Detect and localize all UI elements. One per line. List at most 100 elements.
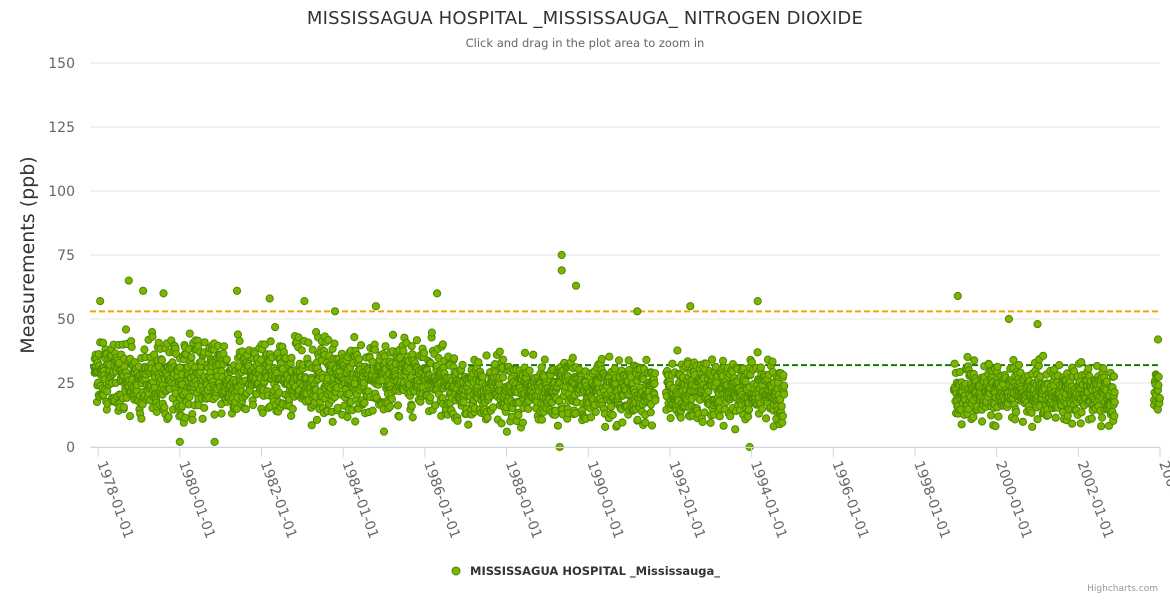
data-point[interactable] xyxy=(1076,419,1085,428)
data-point[interactable] xyxy=(778,411,788,421)
data-point[interactable] xyxy=(708,355,717,364)
data-point[interactable] xyxy=(568,353,577,362)
data-point[interactable] xyxy=(969,413,978,422)
data-point[interactable] xyxy=(1077,358,1086,367)
data-point[interactable] xyxy=(297,346,306,355)
data-point[interactable] xyxy=(1099,364,1108,373)
data-point[interactable] xyxy=(304,338,313,347)
data-point[interactable] xyxy=(433,289,442,298)
data-point[interactable] xyxy=(431,401,440,410)
data-point[interactable] xyxy=(232,286,242,295)
data-point[interactable] xyxy=(368,357,377,367)
data-point[interactable] xyxy=(483,413,492,422)
data-point[interactable] xyxy=(1051,413,1060,422)
data-point[interactable] xyxy=(288,404,297,414)
data-point[interactable] xyxy=(676,413,685,422)
data-point[interactable] xyxy=(266,337,275,346)
data-point[interactable] xyxy=(407,402,416,411)
data-point[interactable] xyxy=(139,286,148,295)
data-point[interactable] xyxy=(330,307,340,316)
data-point[interactable] xyxy=(312,415,322,424)
data-point[interactable] xyxy=(633,415,642,424)
data-point[interactable] xyxy=(607,402,616,411)
data-point[interactable] xyxy=(718,356,728,365)
data-point[interactable] xyxy=(706,418,715,427)
data-point[interactable] xyxy=(557,250,566,260)
data-point[interactable] xyxy=(498,373,508,382)
data-point[interactable] xyxy=(987,411,996,420)
data-point[interactable] xyxy=(779,370,788,380)
data-point[interactable] xyxy=(540,355,549,364)
data-point[interactable] xyxy=(984,360,993,369)
data-point[interactable] xyxy=(360,398,369,407)
data-point[interactable] xyxy=(370,345,379,354)
data-point[interactable] xyxy=(1155,393,1164,403)
data-point[interactable] xyxy=(294,333,303,342)
data-point[interactable] xyxy=(779,390,789,399)
data-point[interactable] xyxy=(345,389,354,398)
data-point[interactable] xyxy=(1043,411,1053,420)
data-point[interactable] xyxy=(1055,361,1064,370)
data-point[interactable] xyxy=(571,281,581,290)
data-point[interactable] xyxy=(127,342,136,352)
data-point[interactable] xyxy=(148,332,157,341)
data-point[interactable] xyxy=(753,297,762,306)
data-point[interactable] xyxy=(1077,408,1086,417)
data-point[interactable] xyxy=(499,355,508,364)
data-point[interactable] xyxy=(537,363,546,372)
data-point[interactable] xyxy=(220,342,229,351)
data-point[interactable] xyxy=(419,348,429,358)
data-point[interactable] xyxy=(330,339,339,348)
data-point[interactable] xyxy=(265,294,274,303)
data-point[interactable] xyxy=(438,340,447,349)
data-point[interactable] xyxy=(1087,414,1096,423)
data-point[interactable] xyxy=(614,356,624,365)
data-point[interactable] xyxy=(1154,372,1163,381)
data-point[interactable] xyxy=(673,346,682,355)
data-point[interactable] xyxy=(586,413,596,422)
data-point[interactable] xyxy=(624,356,633,365)
data-point[interactable] xyxy=(1097,422,1106,431)
data-point[interactable] xyxy=(731,425,740,434)
data-points[interactable] xyxy=(90,250,1164,452)
data-point[interactable] xyxy=(354,354,364,364)
data-point[interactable] xyxy=(780,381,789,390)
data-point[interactable] xyxy=(119,403,129,412)
data-point[interactable] xyxy=(719,421,728,430)
data-point[interactable] xyxy=(757,404,767,413)
data-point[interactable] xyxy=(368,406,377,415)
data-point[interactable] xyxy=(1084,364,1093,373)
data-point[interactable] xyxy=(993,362,1002,371)
data-point[interactable] xyxy=(300,297,309,306)
data-point[interactable] xyxy=(356,341,366,350)
data-point[interactable] xyxy=(1027,408,1036,417)
data-point[interactable] xyxy=(633,307,642,316)
data-point[interactable] xyxy=(159,289,168,298)
data-point[interactable] xyxy=(991,422,1000,431)
data-point[interactable] xyxy=(650,369,660,378)
data-point[interactable] xyxy=(399,346,408,355)
data-point[interactable] xyxy=(642,355,651,364)
data-point[interactable] xyxy=(351,417,360,426)
data-point[interactable] xyxy=(1018,417,1028,426)
data-point[interactable] xyxy=(518,418,528,427)
data-point[interactable] xyxy=(343,413,352,422)
data-point[interactable] xyxy=(140,345,149,354)
data-point[interactable] xyxy=(287,411,296,420)
data-point[interactable] xyxy=(1033,415,1042,424)
data-point[interactable] xyxy=(287,353,296,362)
data-point[interactable] xyxy=(1110,411,1119,420)
data-point[interactable] xyxy=(762,414,771,423)
data-point[interactable] xyxy=(210,437,219,446)
data-point[interactable] xyxy=(474,358,483,367)
data-point[interactable] xyxy=(597,354,606,364)
legend[interactable]: MISSISSAGUA HOSPITAL _Mississauga_ xyxy=(451,564,720,579)
data-point[interactable] xyxy=(488,403,498,412)
data-point[interactable] xyxy=(553,421,563,430)
data-point[interactable] xyxy=(495,347,504,356)
data-point[interactable] xyxy=(328,417,337,426)
data-point[interactable] xyxy=(1068,419,1077,428)
data-point[interactable] xyxy=(641,418,650,427)
data-point[interactable] xyxy=(200,338,209,347)
data-point[interactable] xyxy=(458,360,467,369)
